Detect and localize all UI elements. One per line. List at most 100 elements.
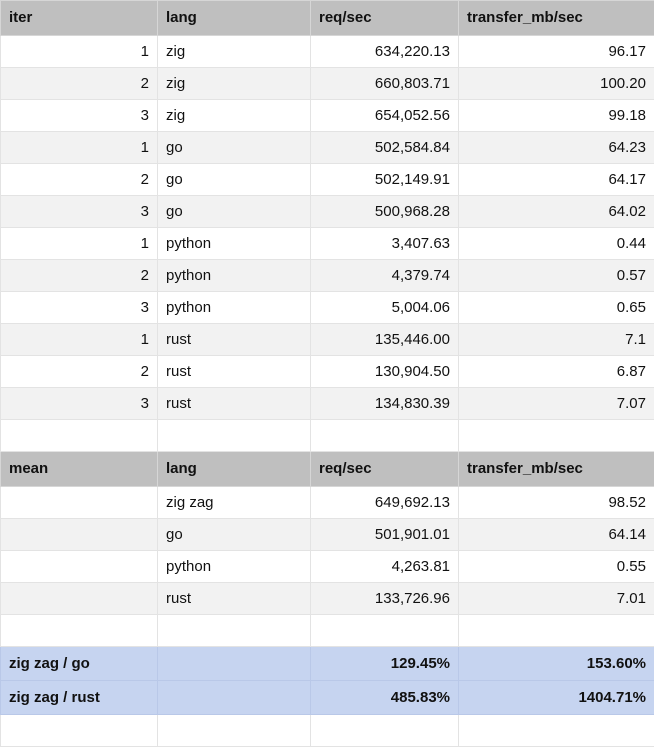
spacer-cell <box>1 715 158 747</box>
cell-req-sec: 5,004.06 <box>311 292 459 324</box>
cell-transfer: 7.1 <box>459 324 654 356</box>
cell-mean-label <box>1 551 158 583</box>
cell-ratio-lang <box>158 681 311 715</box>
cell-req-sec: 502,584.84 <box>311 132 459 164</box>
column-header-lang: lang <box>158 1 311 36</box>
cell-ratio-label: zig zag / go <box>1 647 158 681</box>
cell-ratio-transfer: 153.60% <box>459 647 654 681</box>
table-row: 2 rust 130,904.50 6.87 <box>1 356 654 388</box>
cell-transfer: 100.20 <box>459 68 654 100</box>
mean-row: zig zag 649,692.13 98.52 <box>1 487 654 519</box>
cell-lang: rust <box>158 356 311 388</box>
table-row: 3 python 5,004.06 0.65 <box>1 292 654 324</box>
spacer-cell <box>158 420 311 452</box>
cell-iter: 3 <box>1 196 158 228</box>
cell-req-sec: 3,407.63 <box>311 228 459 260</box>
cell-iter: 2 <box>1 68 158 100</box>
mean-row: python 4,263.81 0.55 <box>1 551 654 583</box>
cell-lang: python <box>158 228 311 260</box>
spacer-cell <box>459 615 654 647</box>
cell-mean-lang: rust <box>158 583 311 615</box>
cell-lang: python <box>158 260 311 292</box>
cell-iter: 3 <box>1 292 158 324</box>
cell-transfer: 64.17 <box>459 164 654 196</box>
cell-lang: go <box>158 164 311 196</box>
cell-req-sec: 654,052.56 <box>311 100 459 132</box>
cell-ratio-label: zig zag / rust <box>1 681 158 715</box>
column-header-transfer-mb-sec: transfer_mb/sec <box>459 1 654 36</box>
cell-mean-req-sec: 133,726.96 <box>311 583 459 615</box>
ratio-row-zig-zag-rust: zig zag / rust 485.83% 1404.71% <box>1 681 654 715</box>
cell-transfer: 64.02 <box>459 196 654 228</box>
cell-transfer: 0.65 <box>459 292 654 324</box>
cell-lang: go <box>158 132 311 164</box>
table-row: 1 python 3,407.63 0.44 <box>1 228 654 260</box>
cell-mean-transfer: 64.14 <box>459 519 654 551</box>
cell-mean-lang: zig zag <box>158 487 311 519</box>
table-row: 2 python 4,379.74 0.57 <box>1 260 654 292</box>
iterations-header-row: iter lang req/sec transfer_mb/sec <box>1 1 654 36</box>
cell-iter: 1 <box>1 324 158 356</box>
trailing-row <box>1 715 654 747</box>
table-row: 1 go 502,584.84 64.23 <box>1 132 654 164</box>
cell-transfer: 7.07 <box>459 388 654 420</box>
cell-transfer: 64.23 <box>459 132 654 164</box>
column-header-req-sec: req/sec <box>311 1 459 36</box>
cell-mean-transfer: 7.01 <box>459 583 654 615</box>
cell-mean-req-sec: 501,901.01 <box>311 519 459 551</box>
cell-lang: go <box>158 196 311 228</box>
cell-iter: 2 <box>1 356 158 388</box>
cell-req-sec: 660,803.71 <box>311 68 459 100</box>
spacer-cell <box>1 420 158 452</box>
table-row: 3 go 500,968.28 64.02 <box>1 196 654 228</box>
spacer-cell <box>311 715 459 747</box>
cell-req-sec: 500,968.28 <box>311 196 459 228</box>
cell-mean-lang: go <box>158 519 311 551</box>
cell-lang: python <box>158 292 311 324</box>
mean-row: go 501,901.01 64.14 <box>1 519 654 551</box>
mean-header-row: mean lang req/sec transfer_mb/sec <box>1 452 654 487</box>
column-header-mean-transfer-mb-sec: transfer_mb/sec <box>459 452 654 487</box>
cell-mean-req-sec: 649,692.13 <box>311 487 459 519</box>
column-header-mean: mean <box>1 452 158 487</box>
cell-transfer: 0.57 <box>459 260 654 292</box>
cell-iter: 3 <box>1 100 158 132</box>
cell-mean-label <box>1 519 158 551</box>
spacer-cell <box>311 615 459 647</box>
table-row: 1 zig 634,220.13 96.17 <box>1 36 654 68</box>
cell-mean-transfer: 0.55 <box>459 551 654 583</box>
cell-transfer: 96.17 <box>459 36 654 68</box>
cell-lang: zig <box>158 36 311 68</box>
cell-req-sec: 4,379.74 <box>311 260 459 292</box>
spacer-cell <box>459 420 654 452</box>
cell-mean-req-sec: 4,263.81 <box>311 551 459 583</box>
cell-req-sec: 135,446.00 <box>311 324 459 356</box>
cell-mean-label <box>1 487 158 519</box>
cell-iter: 1 <box>1 228 158 260</box>
cell-req-sec: 134,830.39 <box>311 388 459 420</box>
cell-iter: 2 <box>1 260 158 292</box>
cell-lang: rust <box>158 388 311 420</box>
cell-transfer: 0.44 <box>459 228 654 260</box>
table-row: 3 rust 134,830.39 7.07 <box>1 388 654 420</box>
spacer-cell <box>158 615 311 647</box>
cell-ratio-req-sec: 129.45% <box>311 647 459 681</box>
cell-req-sec: 502,149.91 <box>311 164 459 196</box>
cell-ratio-req-sec: 485.83% <box>311 681 459 715</box>
table-row: 3 zig 654,052.56 99.18 <box>1 100 654 132</box>
cell-ratio-lang <box>158 647 311 681</box>
ratio-row-zig-zag-go: zig zag / go 129.45% 153.60% <box>1 647 654 681</box>
cell-transfer: 99.18 <box>459 100 654 132</box>
mean-row: rust 133,726.96 7.01 <box>1 583 654 615</box>
cell-req-sec: 634,220.13 <box>311 36 459 68</box>
spacer-cell <box>1 615 158 647</box>
cell-lang: zig <box>158 68 311 100</box>
spacer-cell <box>459 715 654 747</box>
spacer-row <box>1 615 654 647</box>
cell-lang: rust <box>158 324 311 356</box>
cell-transfer: 6.87 <box>459 356 654 388</box>
cell-iter: 1 <box>1 132 158 164</box>
cell-iter: 1 <box>1 36 158 68</box>
spacer-row <box>1 420 654 452</box>
